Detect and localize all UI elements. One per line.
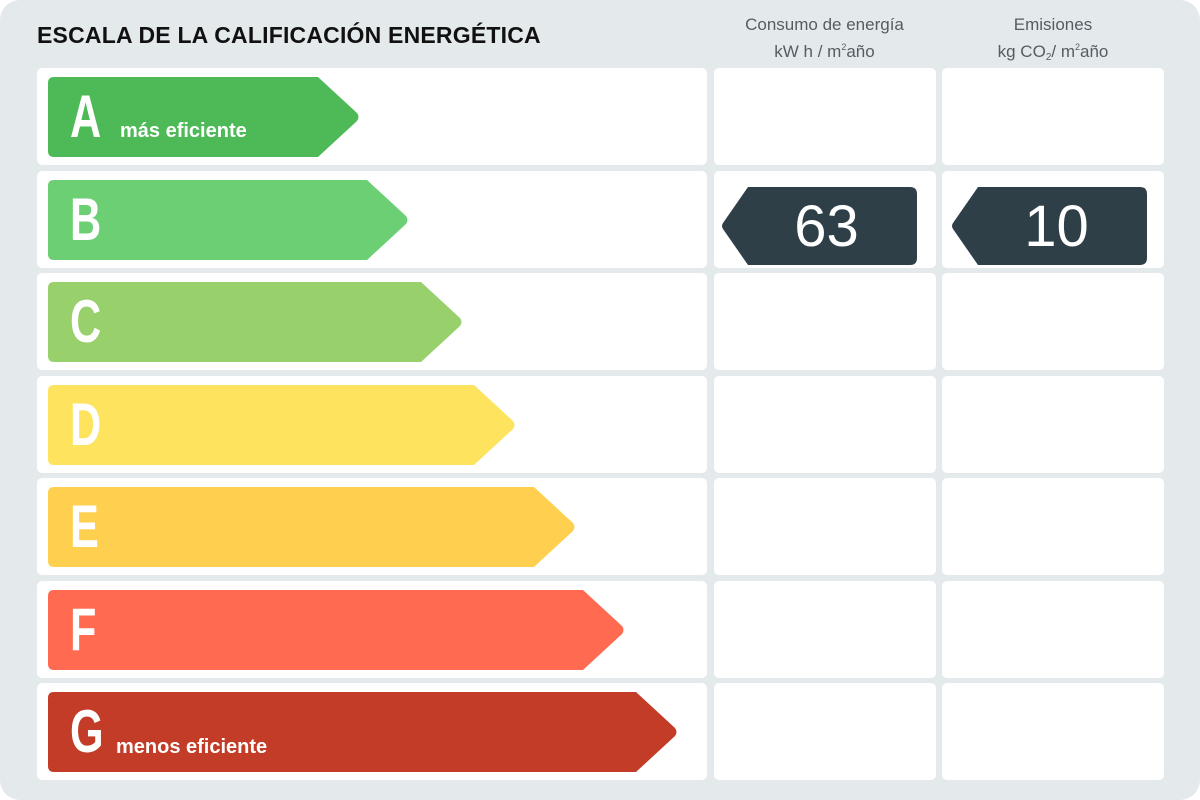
energy-cell-a [714, 68, 936, 165]
emissions-rating-indicator-shape [952, 187, 1147, 265]
arrow-shape-g [48, 692, 677, 772]
energy-cell-e [714, 478, 936, 575]
class-letter-e: E [70, 493, 99, 560]
arrow-shape-a [48, 77, 359, 157]
arrow-shape-c [48, 282, 462, 362]
emissions-rating-indicator-value: 10 [1024, 194, 1089, 259]
emissions-cell-c [942, 273, 1164, 370]
class-arrow-d: D [48, 385, 516, 465]
emissions-header-line1: Emisiones [1013, 15, 1093, 34]
class-letter-f: F [70, 596, 97, 663]
arrow-shape-e [48, 487, 575, 567]
energy-column-header: Consumo de energía kW h / m2año [713, 14, 936, 63]
emissions-column-header: Emisiones kg CO2/ m2año [942, 14, 1164, 69]
class-letter-c: C [70, 288, 102, 355]
energy-cell-f [714, 581, 936, 678]
emissions-cell-g [942, 683, 1164, 780]
emissions-cell-e [942, 478, 1164, 575]
emissions-rating-indicator: 10 [952, 187, 1147, 265]
energy-rating-indicator-shape [722, 187, 917, 265]
arrow-shape-b [48, 180, 408, 260]
energy-cell-g [714, 683, 936, 780]
class-letter-g: G [70, 698, 104, 765]
energy-rating-indicator: 63 [722, 187, 917, 265]
page-title: ESCALA DE LA CALIFICACIÓN ENERGÉTICA [37, 22, 541, 48]
energy-header-line2: kW h / m2año [774, 42, 875, 61]
energy-rating-indicator-value: 63 [794, 194, 859, 259]
class-arrow-f: F [48, 590, 625, 670]
class-label-a: más eficiente [120, 120, 247, 142]
energy-cell-d [714, 376, 936, 473]
class-arrow-b: B [48, 180, 409, 260]
class-label-g: menos eficiente [116, 736, 268, 758]
emissions-cell-d [942, 376, 1164, 473]
energy-header-line1: Consumo de energía [745, 15, 904, 34]
emissions-header-line2: kg CO2/ m2año [997, 42, 1109, 63]
emissions-cell-a [942, 68, 1164, 165]
class-letter-d: D [70, 391, 102, 458]
emissions-cell-f [942, 581, 1164, 678]
energy-cell-c [714, 273, 936, 370]
arrow-shape-d [48, 385, 515, 465]
class-letter-b: B [70, 186, 102, 253]
arrow-shape-f [48, 590, 624, 670]
class-arrow-e: E [48, 487, 576, 567]
class-letter-a: A [70, 83, 102, 150]
class-arrow-c: C [48, 282, 463, 362]
